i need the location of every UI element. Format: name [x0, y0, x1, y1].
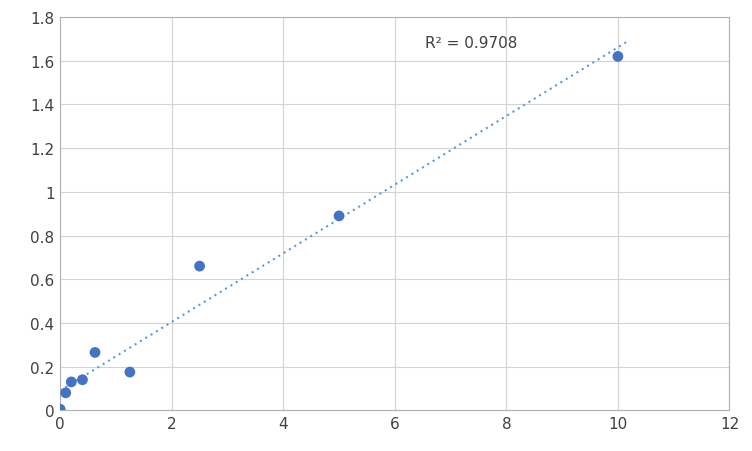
Point [89, 349, 101, 356]
Point [59, 389, 71, 396]
Point [612, 54, 624, 61]
Point [333, 213, 345, 220]
Point [54, 406, 66, 413]
Point [77, 376, 89, 383]
Text: R² = 0.9708: R² = 0.9708 [426, 36, 518, 51]
Point [124, 368, 136, 376]
Point [193, 263, 205, 270]
Point [65, 378, 77, 386]
